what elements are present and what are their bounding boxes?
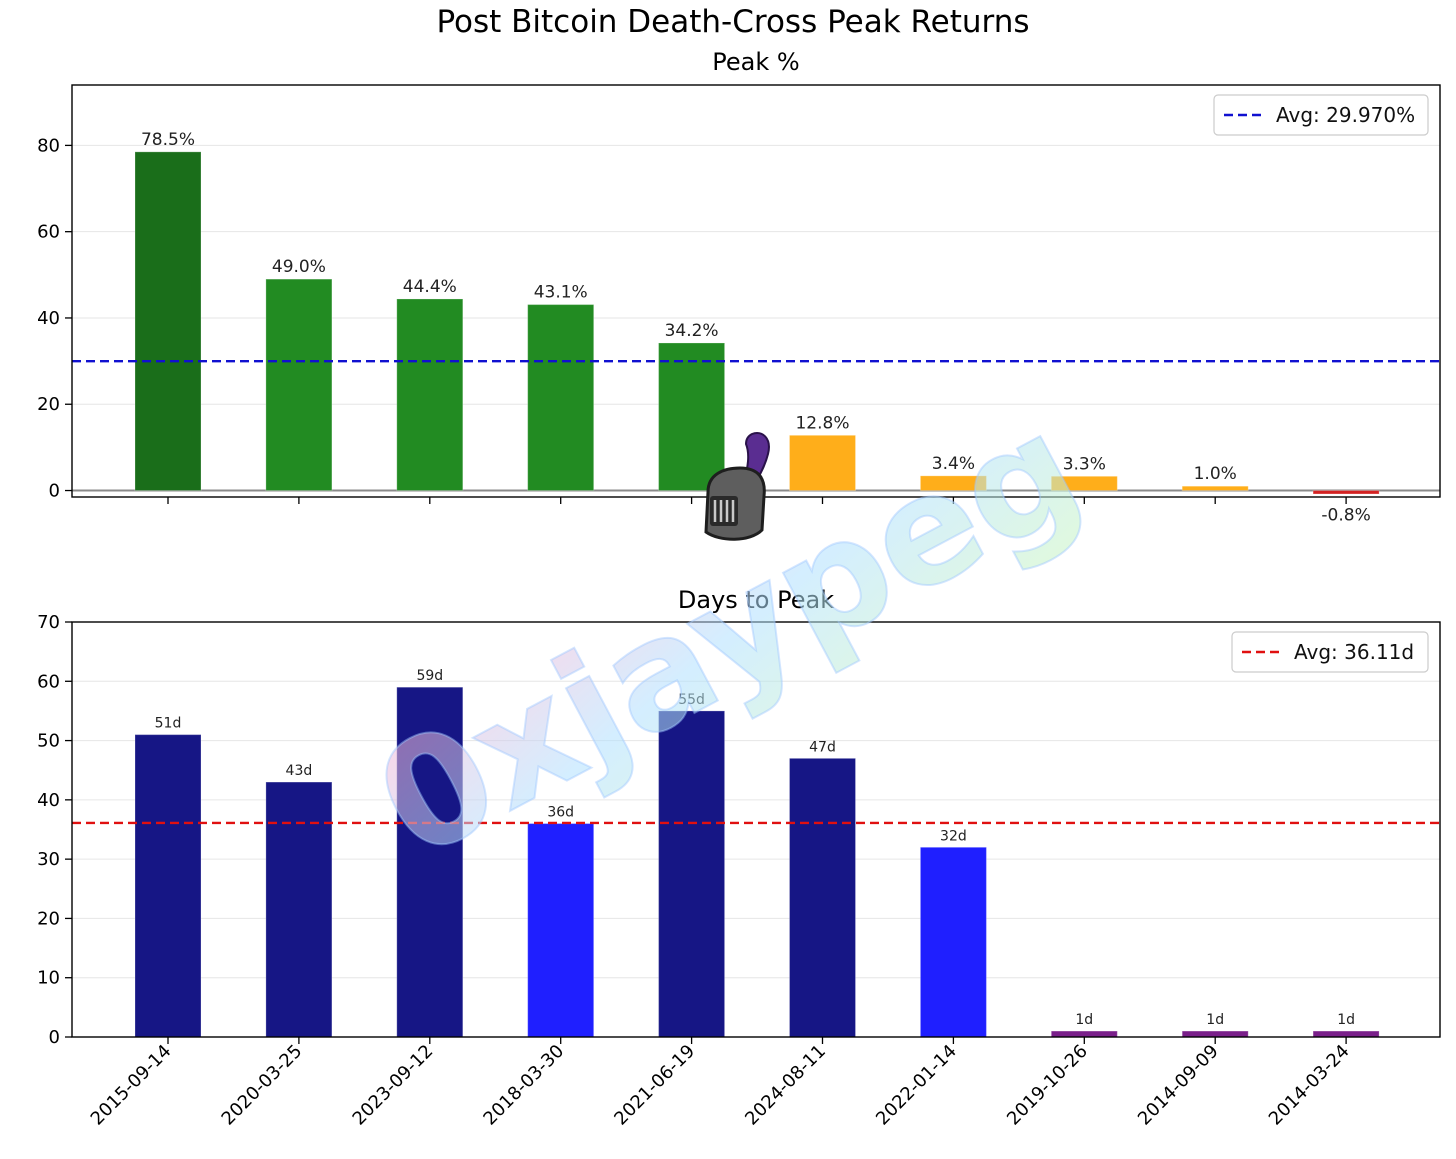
bar-value-label: 59d xyxy=(416,668,443,684)
legend: Avg: 36.11d xyxy=(1231,631,1429,673)
bar-value-label: 32d xyxy=(940,828,967,844)
y-tick-label: 70 xyxy=(37,612,60,633)
days-to-peak-panel: Days to Peak 0 10 20 30 40 50 60 70 51d 43d 59d 36d 5… xyxy=(37,586,1441,1048)
bar xyxy=(265,278,333,492)
x-tick-label: 2020-03-25 xyxy=(218,1041,307,1130)
legend: Avg: 29.970% xyxy=(1213,94,1429,136)
bar-value-label: -0.8% xyxy=(1321,506,1370,526)
x-axis-labels: 2015-09-14 2020-03-25 2023-09-12 2018-03-30… xyxy=(87,1041,1354,1130)
bar-value-label: 47d xyxy=(809,739,836,755)
bar-value-label: 43.1% xyxy=(534,283,588,303)
bar-value-label: 36d xyxy=(547,805,574,821)
bar-value-label: 1d xyxy=(1206,1012,1224,1028)
figure-title: Post Bitcoin Death-Cross Peak Returns xyxy=(436,4,1030,40)
bar-value-label: 78.5% xyxy=(141,130,195,150)
y-tick-label: 60 xyxy=(37,671,60,692)
y-tick-label: 30 xyxy=(37,849,60,870)
x-tick-label: 2015-09-14 xyxy=(87,1041,176,1130)
bar-value-label: 3.3% xyxy=(1063,454,1106,474)
bar xyxy=(789,434,856,492)
watermark-text: 0xjaypeg xyxy=(351,381,1107,893)
subplot-title: Days to Peak xyxy=(678,586,834,614)
bar xyxy=(396,686,464,1038)
bar xyxy=(134,151,202,492)
x-tick-label: 2022-01-14 xyxy=(872,1041,961,1130)
y-tick-label: 50 xyxy=(37,731,60,752)
bar xyxy=(919,475,987,492)
bar xyxy=(919,846,987,1038)
subplot-title: Peak % xyxy=(712,48,799,76)
bar-value-label: 1.0% xyxy=(1194,464,1237,484)
bar xyxy=(1050,1030,1118,1038)
bar xyxy=(527,823,595,1038)
bar-value-label: 34.2% xyxy=(665,321,719,341)
bar-value-label: 44.4% xyxy=(403,277,457,297)
y-tick-label: 80 xyxy=(37,135,60,156)
bar xyxy=(789,757,856,1038)
bar-value-label: 55d xyxy=(678,692,705,708)
bar xyxy=(1181,1030,1249,1038)
x-tick-label: 2021-06-19 xyxy=(610,1041,699,1130)
bar xyxy=(1181,485,1249,492)
bar xyxy=(134,734,202,1038)
axes-frame xyxy=(71,621,1441,1038)
bar-value-label: 3.4% xyxy=(932,454,975,474)
bar-value-label: 43d xyxy=(286,763,313,779)
legend-box xyxy=(1231,631,1429,673)
legend-label: Avg: 36.11d xyxy=(1294,640,1414,664)
bar-value-label: 1d xyxy=(1337,1012,1355,1028)
bar xyxy=(396,298,464,492)
y-tick-label: 0 xyxy=(49,1027,60,1048)
y-tick-label: 10 xyxy=(37,968,60,989)
x-tick-label: 2014-09-09 xyxy=(1134,1041,1223,1130)
x-tick-label: 2023-09-12 xyxy=(349,1041,438,1130)
x-tick-label: 2014-03-24 xyxy=(1265,1041,1354,1130)
bar xyxy=(1312,490,1380,495)
y-tick-label: 0 xyxy=(49,481,60,502)
bar-value-label: 1d xyxy=(1075,1012,1093,1028)
bar xyxy=(527,304,595,492)
y-tick-label: 20 xyxy=(37,908,60,929)
bar-value-label: 51d xyxy=(155,716,182,732)
x-tick-label: 2018-03-30 xyxy=(479,1041,568,1130)
x-tick-label: 2024-08-11 xyxy=(741,1041,830,1130)
peak-percent-panel: Peak % 0 20 40 60 80 78.5% 49.0% 44.4% 43.1% 34.2%… xyxy=(37,48,1441,526)
y-tick-label: 20 xyxy=(37,394,60,415)
y-tick-label: 60 xyxy=(37,222,60,243)
bar xyxy=(1312,1030,1380,1038)
knight-helmet-icon xyxy=(704,432,770,541)
legend-box xyxy=(1213,94,1429,136)
y-tick-label: 40 xyxy=(37,790,60,811)
bar xyxy=(658,342,726,492)
bar-value-label: 49.0% xyxy=(272,257,326,277)
bar xyxy=(1050,475,1118,492)
x-tick-label: 2019-10-26 xyxy=(1003,1041,1092,1130)
bar xyxy=(265,781,333,1038)
bar-value-label: 12.8% xyxy=(795,413,849,433)
legend-label: Avg: 29.970% xyxy=(1276,103,1415,127)
y-tick-label: 40 xyxy=(37,308,60,329)
